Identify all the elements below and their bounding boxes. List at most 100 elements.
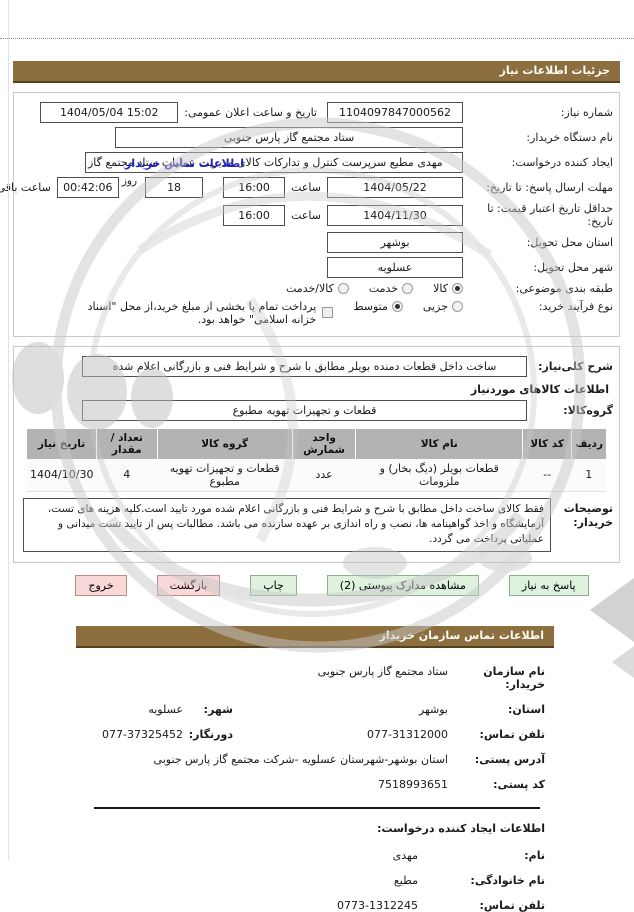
need-info-panel: شماره نیاز: 1104097847000562 تاریخ و ساع… xyxy=(0,92,620,337)
validity-time-field[interactable]: 16:00 xyxy=(223,204,286,226)
col-item-name: نام کالا xyxy=(355,428,523,459)
goods-group-label: گروه‌کالا: xyxy=(563,403,613,417)
buyer-org-field[interactable]: ستاد مجتمع گاز پارس جنوبی xyxy=(115,127,463,148)
row-delivery-province: استان محل تحویل: بوشهر xyxy=(20,232,613,254)
buyer-contact-section: نام سازمان خریدار: ستاد مجتمع گاز پارس ج… xyxy=(50,665,545,791)
radio-icon[interactable] xyxy=(391,300,403,312)
goods-info-panel: شرح کلی‌نیاز: ساخت داخل قطعات دمنده بویل… xyxy=(13,345,620,563)
row-need-description: شرح کلی‌نیاز: ساخت داخل قطعات دمنده بویل… xyxy=(20,355,613,377)
phone-label: تلفن تماس: xyxy=(479,727,545,741)
postal-address-value: استان بوشهر-شهرستان عسلویه -شرکت مجتمع گ… xyxy=(153,752,448,766)
radio-option-label: کالا xyxy=(433,282,448,296)
reply-time-field[interactable]: 16:00 xyxy=(223,177,286,198)
row-price-validity: حداقل تاریخ اعتبار قیمت: تا تاریخ: 1404/… xyxy=(20,202,613,228)
radio-icon[interactable] xyxy=(337,283,349,295)
row-subject-classification: طبقه بندی موضوعی: کالا خدمت کالا/خدمت xyxy=(20,282,613,295)
province-label: استان: xyxy=(508,702,545,716)
delivery-province-field[interactable]: بوشهر xyxy=(327,232,463,254)
row-purchase-process: نوع فرآیند خرید: جزیی متوسط پرداخت تمام … xyxy=(20,300,613,326)
treasury-checkbox-label: پرداخت تمام یا بخشی از مبلغ خرید،از محل … xyxy=(87,299,317,326)
need-number-label: شماره نیاز: xyxy=(560,105,613,119)
cell-count-unit: عدد xyxy=(292,458,356,492)
print-button[interactable]: چاپ xyxy=(250,574,297,596)
required-goods-heading: اطلاعات کالاهای موردنیاز xyxy=(470,382,609,396)
day-unit-label: روز xyxy=(121,174,138,187)
request-creator-label: ایجاد کننده درخواست: xyxy=(511,155,613,169)
creator-phone-label: تلفن تماس: xyxy=(479,898,545,912)
city-label: شهر: xyxy=(203,702,233,716)
section-header-need-details: جزئیات اطلاعات نیاز xyxy=(13,61,620,83)
row-buyer-org: نام دستگاه خریدار: ستاد مجتمع گاز پارس ج… xyxy=(20,127,613,148)
remaining-hours-label: ساعت باقی‌مانده xyxy=(0,181,51,194)
creator-phone-value: 0773-1312245 xyxy=(337,898,418,912)
radio-option-medium[interactable]: متوسط xyxy=(353,300,403,313)
delivery-city-field[interactable]: عسلویه xyxy=(327,257,463,279)
reply-to-need-button[interactable]: پاسخ به نیاز xyxy=(508,574,589,596)
phone-value: 077-31312000 xyxy=(367,727,448,741)
radio-option-service[interactable]: خدمت xyxy=(368,282,414,296)
org-name-label: نام سازمان خریدار: xyxy=(483,664,545,691)
row-province-city: استان: بوشهر شهر: عسلویه xyxy=(50,703,545,716)
col-row-number: ردیف xyxy=(571,428,606,459)
view-attachments-button[interactable]: مشاهده مدارک پیوستی (2) xyxy=(326,574,479,596)
goods-table-header-row: ردیف کد کالا نام کالا واحد شمارش گروه کا… xyxy=(27,428,606,459)
section-divider-line xyxy=(94,806,540,809)
days-left-field[interactable]: 18 xyxy=(145,177,204,198)
reply-date-field[interactable]: 1404/05/22 xyxy=(327,177,463,198)
page-left-border xyxy=(8,0,9,860)
cell-item-name: قطعات بویلر (دیگ بخار) و ملزومات xyxy=(355,458,523,492)
first-name-value: مهدی xyxy=(392,848,418,862)
row-request-creator: ایجاد کننده درخواست: مهدی مطیع سرپرست کن… xyxy=(20,152,613,173)
section-header-buyer-contact: اطلاعات تماس سازمان خریدار xyxy=(76,625,554,648)
top-dotted-divider xyxy=(0,0,634,39)
goods-table: ردیف کد کالا نام کالا واحد شمارش گروه کا… xyxy=(27,428,606,492)
fax-label: دورنگار: xyxy=(188,727,233,741)
purchase-process-label: نوع فرآیند خرید: xyxy=(538,299,613,313)
last-name-label: نام خانوادگی: xyxy=(470,873,545,887)
buyer-notes-field[interactable]: فقط کالای ساخت داخل مطابق با شرح و شرایط… xyxy=(23,497,551,552)
radio-icon[interactable] xyxy=(402,283,414,295)
fax-value: 077-37325452 xyxy=(102,727,183,741)
subject-classification-label: طبقه بندی موضوعی: xyxy=(515,282,613,296)
radio-icon[interactable] xyxy=(452,300,463,312)
time-left-field[interactable]: 00:42:06 xyxy=(56,177,119,198)
cell-need-date: 1404/10/30 xyxy=(27,458,97,492)
cell-quantity: 4 xyxy=(96,458,158,492)
row-goods-group: گروه‌کالا: قطعات و تجهیزات تهویه مطبوع xyxy=(20,399,613,421)
radio-icon[interactable] xyxy=(452,283,463,295)
treasury-checkbox-option[interactable]: پرداخت تمام یا بخشی از مبلغ خرید،از محل … xyxy=(83,299,334,326)
radio-option-goods[interactable]: کالا xyxy=(433,282,463,295)
need-number-field[interactable]: 1104097847000562 xyxy=(327,102,463,123)
radio-option-goods-service[interactable]: کالا/خدمت xyxy=(286,282,349,295)
goods-table-row[interactable]: 1 -- قطعات بویلر (دیگ بخار) و ملزومات عد… xyxy=(27,458,606,492)
checkbox-icon[interactable] xyxy=(322,307,334,319)
row-postal-address: آدرس پستی: استان بوشهر-شهرستان عسلویه -ش… xyxy=(50,753,545,766)
radio-option-label: خدمت xyxy=(368,282,399,296)
col-quantity: تعداد / مقدار xyxy=(96,428,158,459)
radio-option-label: متوسط xyxy=(353,299,388,313)
radio-option-label: کالا/خدمت xyxy=(286,282,334,296)
col-count-unit: واحد شمارش xyxy=(291,428,356,459)
row-postal-code: کد پستی: 7518993651 xyxy=(50,778,545,791)
exit-button[interactable]: خروج xyxy=(75,574,127,596)
first-name-label: نام: xyxy=(524,848,545,862)
buyer-notes-label: توضیحات خریدار: xyxy=(563,501,613,530)
buyer-org-label: نام دستگاه خریدار: xyxy=(526,130,613,144)
postal-code-label: کد پستی: xyxy=(493,777,545,791)
announce-datetime-label: تاریخ و ساعت اعلان عمومی: xyxy=(184,106,317,119)
announce-datetime-field[interactable]: 1404/05/04 15:02 xyxy=(40,102,179,123)
col-item-code: کد کالا xyxy=(522,428,572,459)
need-description-field[interactable]: ساخت داخل قطعات دمنده بویلر مطابق با شرح… xyxy=(82,355,527,377)
row-org-name: نام سازمان خریدار: ستاد مجتمع گاز پارس ج… xyxy=(50,665,545,691)
goods-group-field[interactable]: قطعات و تجهیزات تهویه مطبوع xyxy=(82,399,527,421)
validity-date-field[interactable]: 1404/11/30 xyxy=(327,204,463,226)
row-buyer-notes: توضیحات خریدار: فقط کالای ساخت داخل مطاب… xyxy=(20,497,613,552)
radio-option-label: جزیی xyxy=(422,299,448,313)
radio-option-minor[interactable]: جزیی xyxy=(423,300,463,313)
request-creator-section: نام: مهدی نام خانوادگی: مطیع تلفن تماس: … xyxy=(50,849,545,912)
back-button[interactable]: بازگشت xyxy=(156,574,221,596)
reply-hour-label: ساعت xyxy=(291,181,321,194)
cell-item-group: قطعات و تجهیزات تهویه مطبوع xyxy=(157,458,293,492)
buyer-contact-link[interactable]: اطلاعات تماس خریدار xyxy=(125,157,245,170)
